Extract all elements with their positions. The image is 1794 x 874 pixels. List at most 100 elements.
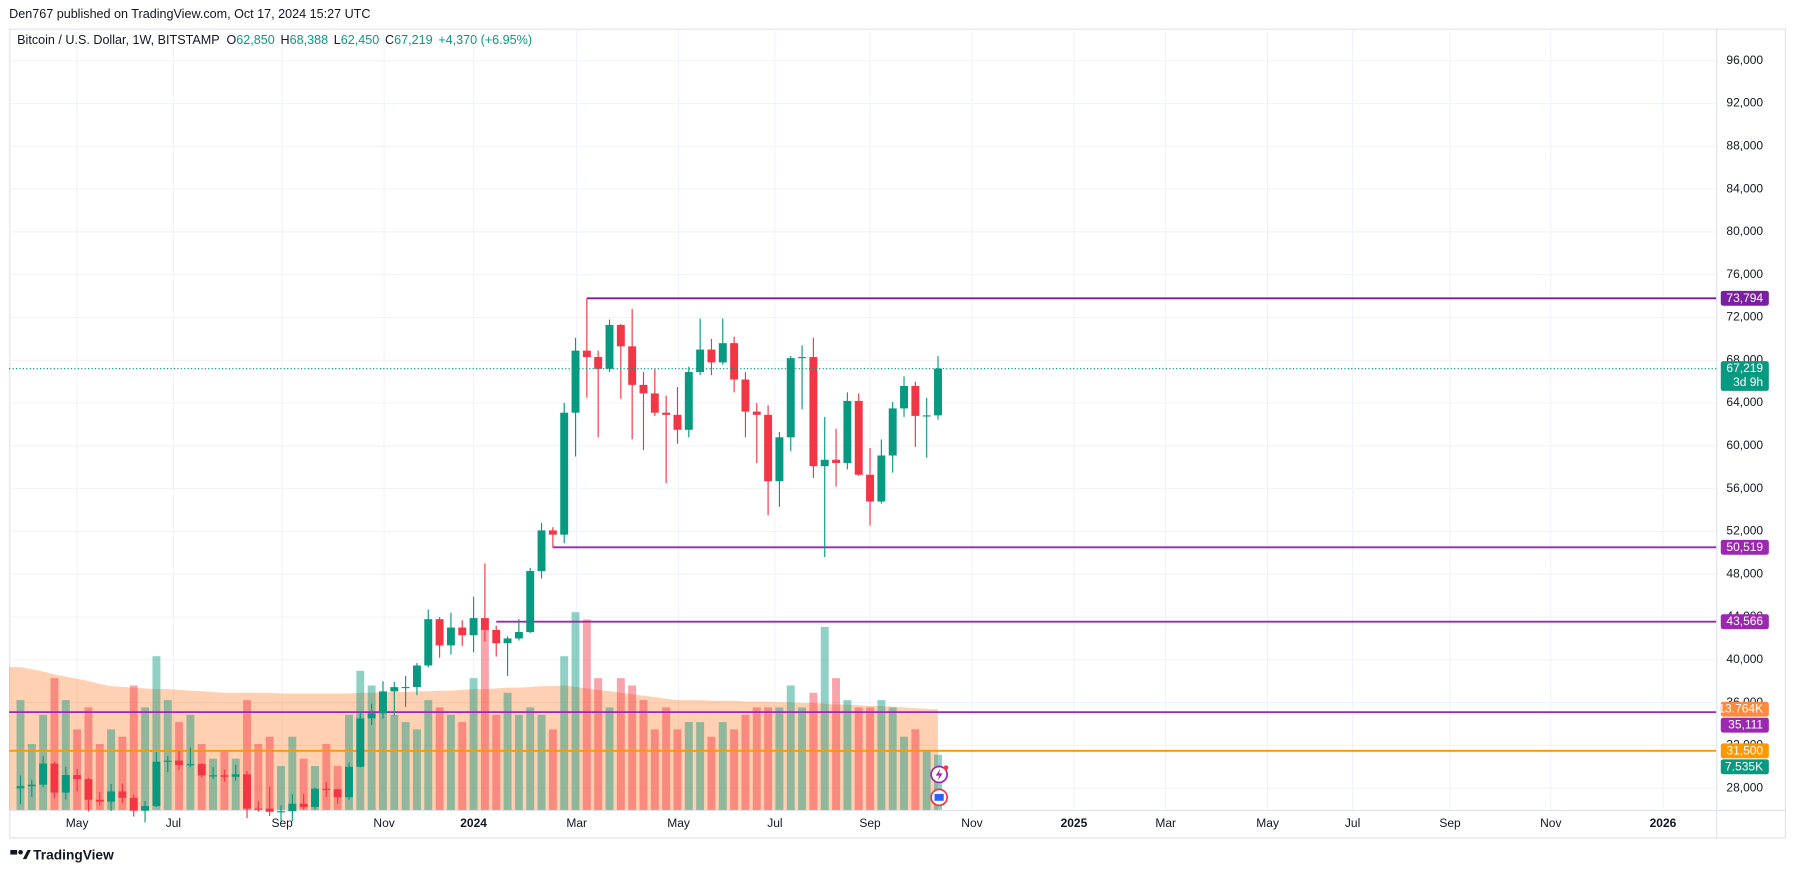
candle-body [764, 414, 773, 482]
volume-bar [107, 729, 116, 810]
volume-bar [718, 722, 727, 810]
publish-header: Den767 published on TradingView.com, Oct… [9, 7, 370, 21]
candle-body [548, 530, 557, 535]
volume-bar [152, 656, 161, 810]
volume-bar [163, 700, 172, 810]
volume-bar [560, 656, 569, 810]
candle-body [220, 775, 229, 777]
legend-value: 68,388 [290, 34, 328, 48]
price-tag-label: 31,500 [1726, 743, 1763, 757]
candle-body [243, 774, 251, 809]
candle-body [39, 763, 48, 785]
price-tag [1720, 539, 1769, 555]
volume-bar [911, 729, 920, 810]
candle-body [775, 437, 784, 482]
chart-frame [9, 28, 1786, 839]
price-tag-label: 7.535K [1725, 759, 1763, 773]
candle-body [786, 358, 795, 438]
x-tick-label: Mar [566, 816, 587, 830]
candle-body [752, 411, 761, 415]
y-tick-label: 88,000 [1726, 138, 1763, 152]
y-tick-label: 52,000 [1726, 524, 1763, 538]
price-tag [1720, 759, 1769, 775]
volume-bar [730, 729, 739, 810]
candle-body [163, 760, 172, 762]
volume-bar [50, 678, 59, 810]
volume-bar [492, 714, 501, 810]
candle-body [61, 775, 70, 793]
price-tag-label: 50,519 [1726, 540, 1763, 554]
candle-body [16, 786, 25, 789]
price-tag [1720, 743, 1769, 759]
volume-bar [820, 626, 829, 810]
volume-bar [480, 626, 489, 810]
candle-body [311, 788, 319, 807]
candle-body [152, 761, 161, 807]
x-tick-label: May [1256, 816, 1279, 830]
volume-bar [900, 736, 908, 810]
candle-body [514, 632, 523, 639]
y-tick-label: 28,000 [1726, 780, 1763, 794]
logo-mark [22, 849, 31, 860]
volume-bar [650, 729, 659, 810]
price-tag-label: 3d 9h [1733, 375, 1763, 389]
volume-bar [254, 744, 263, 810]
volume-bar [639, 700, 648, 810]
volume-bar [424, 700, 433, 810]
volume-bar [435, 707, 444, 810]
y-tick-label: 80,000 [1726, 224, 1763, 238]
candle-body [50, 763, 59, 793]
legend-key: L [334, 34, 341, 48]
x-tick-label: Mar [1155, 816, 1176, 830]
volume-bar [129, 685, 138, 810]
price-tag [1720, 361, 1769, 391]
price-tag [1720, 290, 1769, 306]
volume-bar [277, 766, 285, 810]
logo-mark [18, 849, 23, 855]
volume-bar [877, 700, 886, 810]
volume-bar [378, 707, 387, 810]
candle-body [616, 324, 625, 347]
volume-ma-area [9, 667, 939, 810]
y-tick-label: 64,000 [1726, 395, 1763, 409]
candle-body [84, 779, 93, 800]
volume-bar [798, 707, 807, 810]
y-tick-label: 96,000 [1726, 53, 1763, 67]
volume-bar [61, 700, 70, 810]
candle-body [832, 459, 841, 463]
volume-bar [594, 678, 603, 810]
x-tick-label: Sep [271, 816, 293, 830]
volume-bar [401, 722, 410, 810]
volume-bar [412, 729, 421, 810]
x-tick-label: 2025 [1061, 816, 1088, 830]
candle-body [299, 803, 308, 807]
x-tick-label: Jul [767, 816, 782, 830]
legend-key: H [281, 34, 290, 48]
x-tick-label: Nov [373, 816, 394, 830]
legend-value: 67,219 [394, 34, 432, 48]
volume-bar [16, 700, 25, 810]
volume-bar [843, 700, 852, 810]
legend-value: 62,850 [236, 34, 274, 48]
candle-body [673, 414, 682, 430]
candle-body [809, 357, 818, 467]
candle-body [356, 718, 365, 767]
price-tag [1720, 614, 1769, 630]
candle-body [186, 764, 195, 766]
x-tick-label: Nov [961, 816, 982, 830]
candle-body [446, 627, 455, 646]
x-tick-label: May [66, 816, 89, 830]
candle-body [73, 775, 82, 780]
volume-bar [673, 729, 682, 810]
candle-body [866, 474, 875, 502]
volume-bar [390, 714, 399, 810]
y-tick-label: 84,000 [1726, 181, 1763, 195]
candle-body [401, 687, 410, 689]
x-tick-label: 2026 [1650, 816, 1677, 830]
candle-body [492, 629, 501, 644]
candle-body [503, 638, 512, 644]
candle-body [730, 343, 739, 380]
candle-body [288, 803, 297, 812]
